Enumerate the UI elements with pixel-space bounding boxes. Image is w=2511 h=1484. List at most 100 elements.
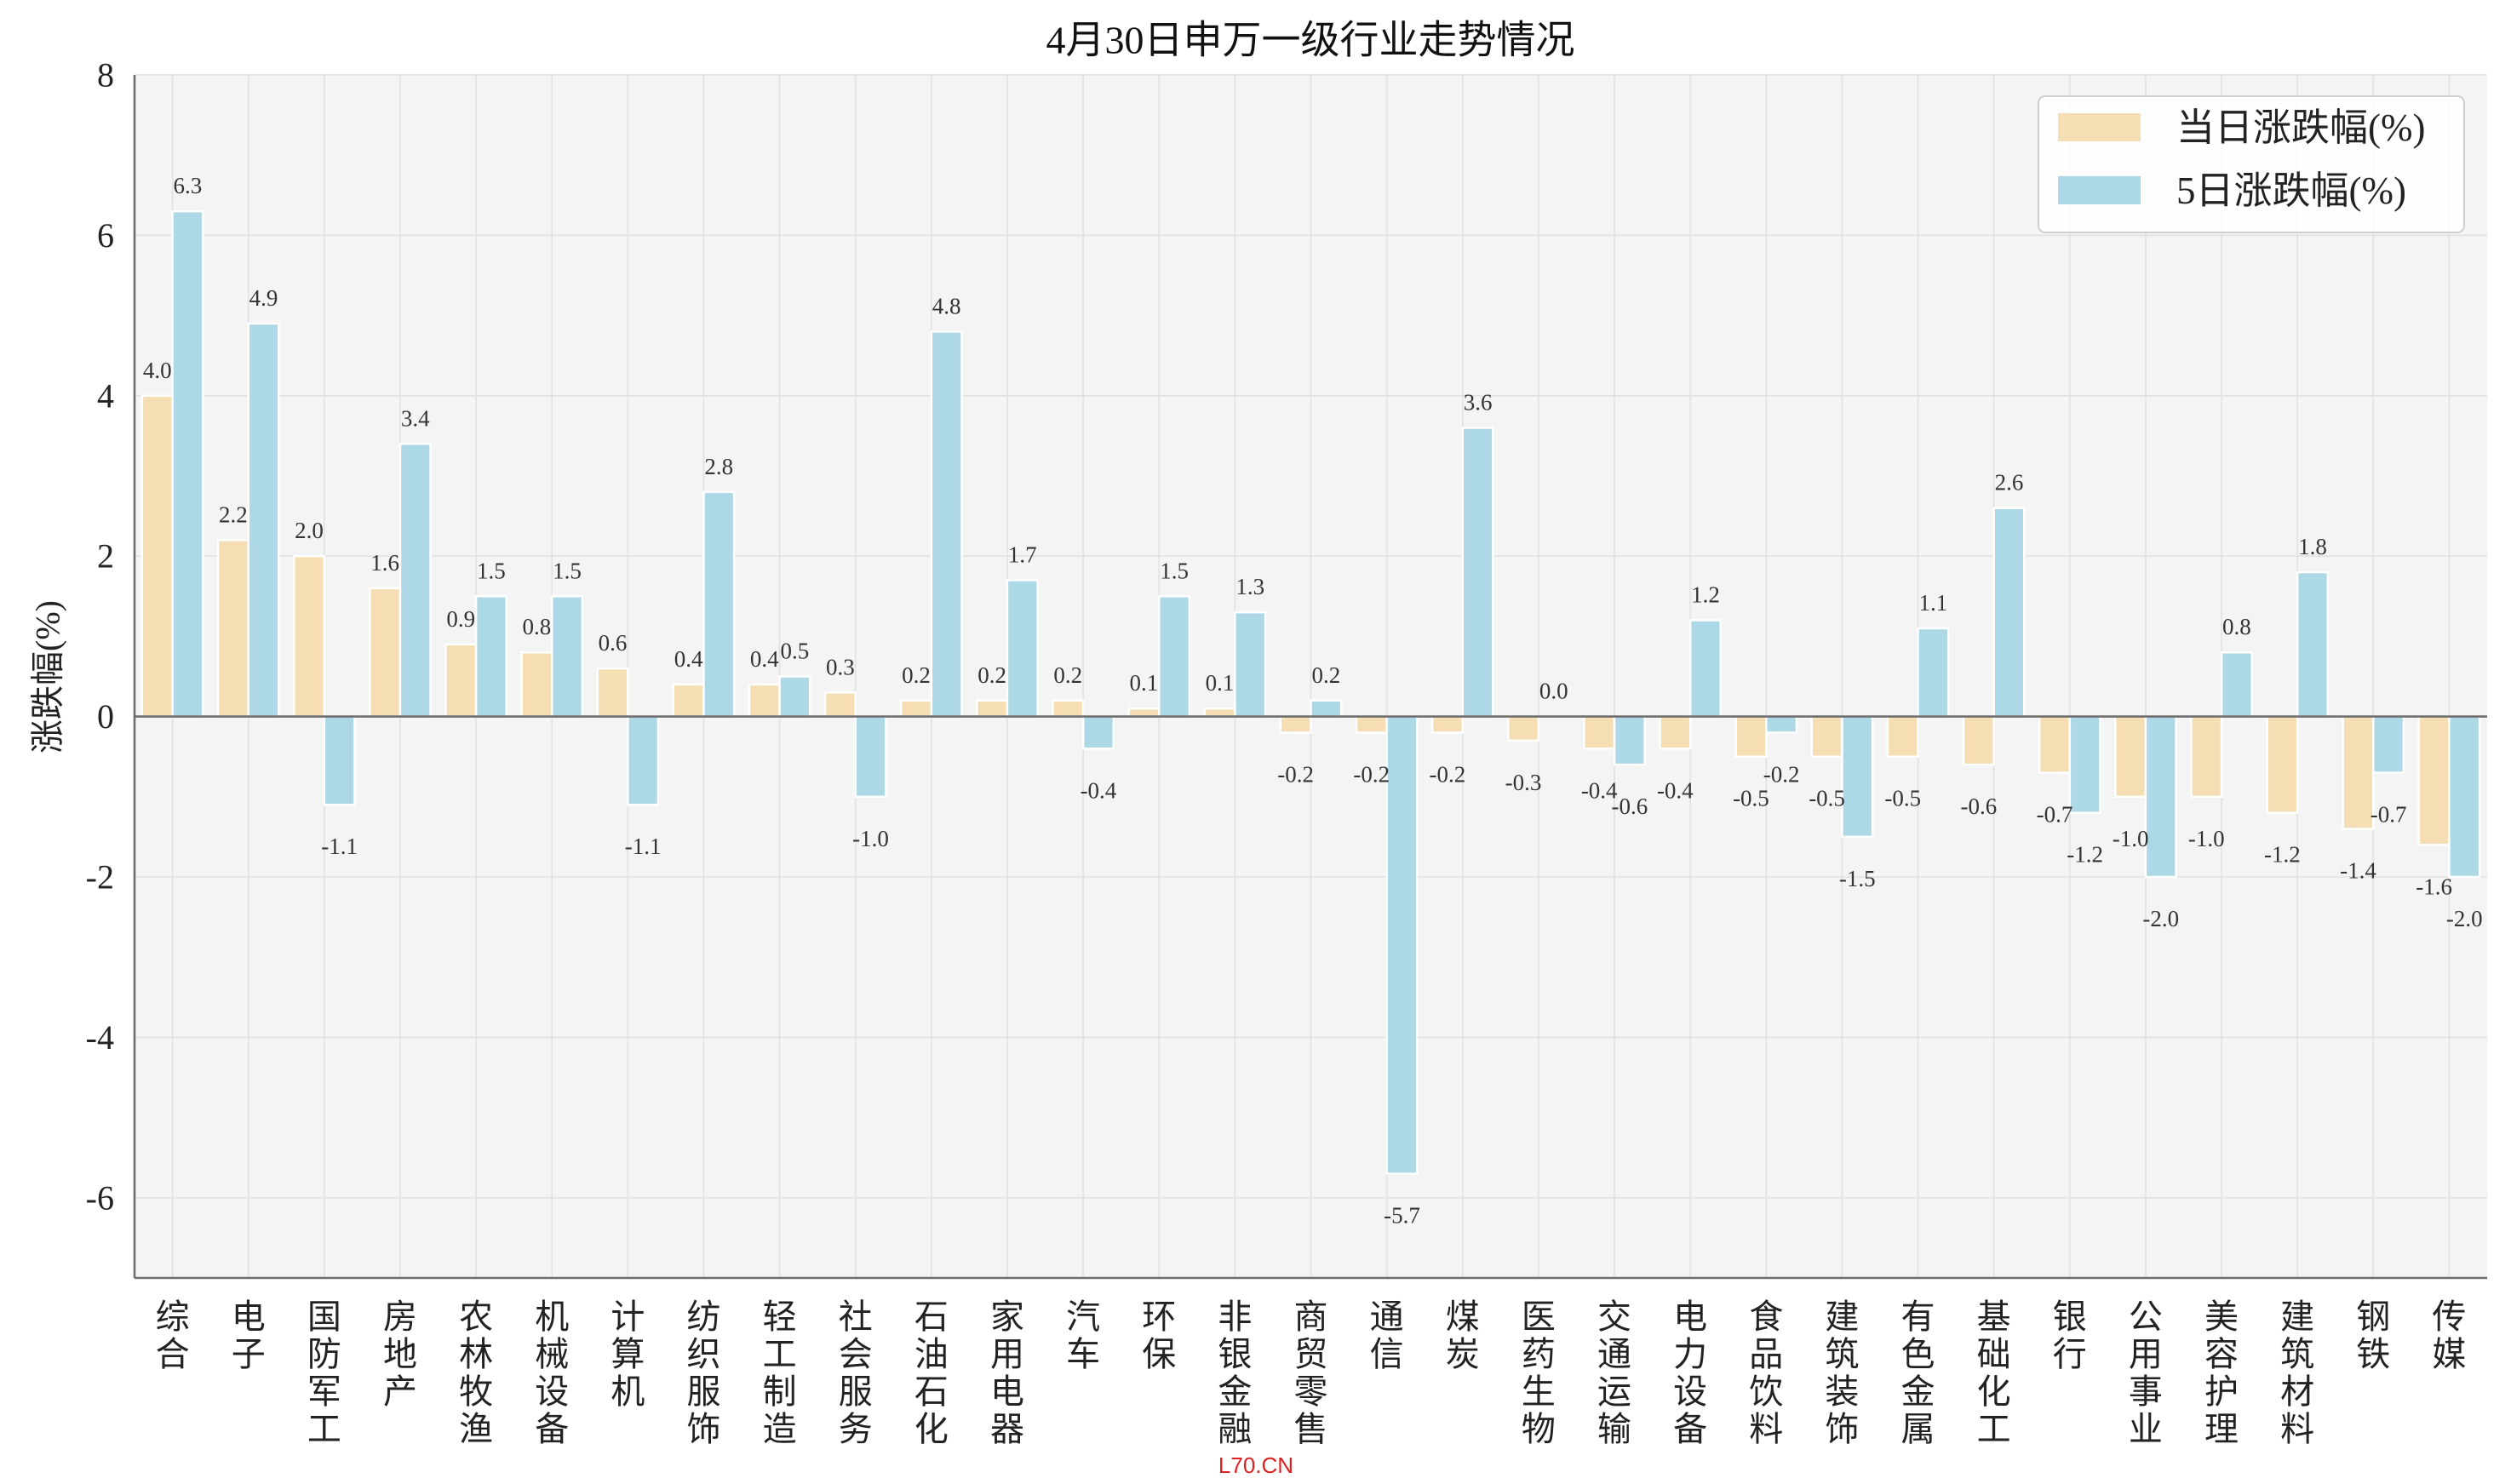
bar-daily-change-29: [2342, 715, 2375, 830]
data-labels: 4.0 2.2 2.0 1.6 0.9 0.8 0.6 0.4 0.4 0.3 0.2 0.2 0.2 0…: [143, 173, 2483, 1228]
data-label-daily-change-1: 2.2: [219, 501, 248, 527]
x-tick-label-char: 产: [383, 1372, 417, 1411]
data-label-daily-change-17: -0.2: [1430, 761, 1466, 787]
bar-5day-change-15: [1310, 699, 1343, 718]
x-tick-label-char: 渔: [459, 1410, 493, 1448]
data-label-daily-change-28: -1.2: [2264, 842, 2301, 868]
bar-daily-change-28: [2266, 715, 2299, 814]
legend-swatch-5day-change: [2058, 176, 2141, 204]
y-tick-label: -2: [86, 858, 114, 897]
x-tick-label-12: 汽车: [1066, 1298, 1100, 1373]
data-label-5day-change-0: 6.3: [174, 173, 203, 198]
data-label-daily-change-4: 0.9: [446, 606, 475, 632]
x-axis-tick-labels: 综合电子国防军工房地产农林牧渔机械设备计算机纺织服饰轻工制造社会服务石油石化家用…: [156, 1298, 2467, 1448]
data-label-daily-change-3: 1.6: [370, 550, 399, 576]
x-tick-label-char: 金: [1901, 1372, 1935, 1411]
x-tick-label-char: 机: [535, 1298, 569, 1336]
x-tick-label-7: 纺织服饰: [686, 1298, 720, 1448]
bar-daily-change-0: [140, 394, 174, 718]
legend-swatch-daily-change: [2058, 113, 2141, 141]
x-tick-label-char: 牧: [459, 1372, 493, 1411]
bar-5day-change-10: [930, 330, 963, 718]
x-tick-label-6: 计算机: [611, 1298, 645, 1411]
x-tick-label-char: 础: [1977, 1335, 2011, 1373]
x-tick-label-char: 非: [1218, 1298, 1252, 1336]
x-tick-label-0: 综合: [156, 1298, 190, 1373]
data-label-5day-change-21: -0.2: [1763, 761, 1800, 787]
x-tick-label-char: 械: [535, 1335, 569, 1373]
y-tick-label: -6: [86, 1178, 114, 1217]
x-tick-label-char: 材: [2280, 1372, 2314, 1411]
y-tick-label: 8: [97, 56, 114, 95]
x-tick-label-15: 商贸零售: [1294, 1298, 1328, 1448]
data-label-5day-change-23: 1.1: [1918, 590, 1947, 616]
y-tick-label: 2: [97, 537, 114, 576]
bar-daily-change-7: [672, 683, 705, 718]
x-tick-label-char: 信: [1370, 1335, 1404, 1373]
x-tick-label-char: 轻: [763, 1298, 797, 1336]
data-label-5day-change-2: -1.1: [321, 834, 358, 859]
x-tick-label-char: 交: [1597, 1298, 1631, 1336]
x-tick-label-29: 钢铁: [2356, 1298, 2390, 1373]
bar-5day-change-9: [854, 715, 887, 799]
x-tick-label-17: 煤炭: [1446, 1298, 1480, 1373]
data-label-daily-change-27: -1.0: [2188, 826, 2225, 851]
bar-5day-change-13: [1157, 595, 1191, 718]
bar-daily-change-17: [1430, 715, 1465, 734]
x-tick-label-char: 务: [839, 1410, 873, 1448]
data-label-daily-change-2: 2.0: [295, 518, 324, 543]
x-tick-label-char: 食: [1749, 1298, 1783, 1336]
x-tick-label-char: 机: [611, 1372, 645, 1411]
x-tick-label-char: 饰: [686, 1410, 720, 1448]
data-label-5day-change-28: 1.8: [2298, 534, 2327, 559]
x-tick-label-char: 贸: [1294, 1335, 1328, 1373]
y-tick-label: 0: [97, 697, 114, 736]
data-label-5day-change-14: 1.3: [1235, 574, 1264, 599]
data-label-5day-change-7: 2.8: [704, 454, 733, 479]
axes: [133, 75, 2487, 1280]
data-label-daily-change-16: -0.2: [1353, 761, 1390, 787]
x-tick-label-1: 电子: [232, 1298, 266, 1373]
legend-label-5day-change: 5日涨跌幅(%): [2176, 169, 2406, 212]
x-tick-label-char: 石: [914, 1298, 949, 1336]
x-tick-label-char: 器: [990, 1410, 1024, 1448]
bar-daily-change-23: [1886, 715, 1919, 758]
x-tick-label-char: 零: [1294, 1372, 1328, 1411]
data-label-daily-change-26: -1.0: [2113, 826, 2149, 851]
data-label-5day-change-16: -5.7: [1384, 1203, 1420, 1229]
data-label-daily-change-19: -0.4: [1581, 777, 1618, 803]
data-label-5day-change-18: 0.0: [1539, 679, 1568, 704]
data-label-5day-change-27: 0.8: [2222, 614, 2251, 639]
data-label-5day-change-8: 0.5: [781, 639, 810, 664]
x-tick-label-char: 物: [1522, 1410, 1556, 1448]
bars: [140, 209, 2481, 1175]
bar-5day-change-28: [2296, 570, 2330, 718]
x-tick-label-char: 环: [1142, 1298, 1176, 1336]
bar-5day-change-8: [778, 675, 811, 718]
x-tick-label-char: 算: [611, 1335, 645, 1373]
x-tick-label-5: 机械设备: [535, 1298, 569, 1448]
x-tick-label-8: 轻工制造: [763, 1298, 797, 1448]
bar-5day-change-0: [171, 209, 204, 718]
x-tick-label-16: 通信: [1370, 1298, 1404, 1373]
x-tick-label-char: 饰: [1825, 1410, 1859, 1448]
bar-5day-change-14: [1234, 610, 1267, 718]
x-tick-label-char: 医: [1522, 1298, 1556, 1336]
data-label-daily-change-24: -0.6: [1960, 794, 1997, 819]
x-tick-label-14: 非银金融: [1218, 1298, 1252, 1448]
x-tick-label-char: 社: [839, 1298, 873, 1336]
bar-daily-change-3: [369, 587, 402, 718]
data-label-daily-change-5: 0.8: [523, 614, 552, 639]
bar-5day-change-4: [474, 595, 507, 718]
x-tick-label-char: 美: [2204, 1298, 2239, 1336]
x-tick-label-char: 建: [1825, 1298, 1859, 1336]
bar-daily-change-10: [899, 699, 933, 718]
data-label-5day-change-1: 4.9: [249, 285, 278, 311]
bar-daily-change-2: [292, 554, 326, 718]
data-label-5day-change-6: -1.1: [625, 834, 662, 859]
data-label-daily-change-30: -1.6: [2416, 874, 2452, 899]
x-tick-label-char: 银: [1218, 1335, 1252, 1373]
data-label-5day-change-4: 1.5: [477, 558, 506, 583]
data-label-daily-change-11: 0.2: [977, 662, 1006, 688]
